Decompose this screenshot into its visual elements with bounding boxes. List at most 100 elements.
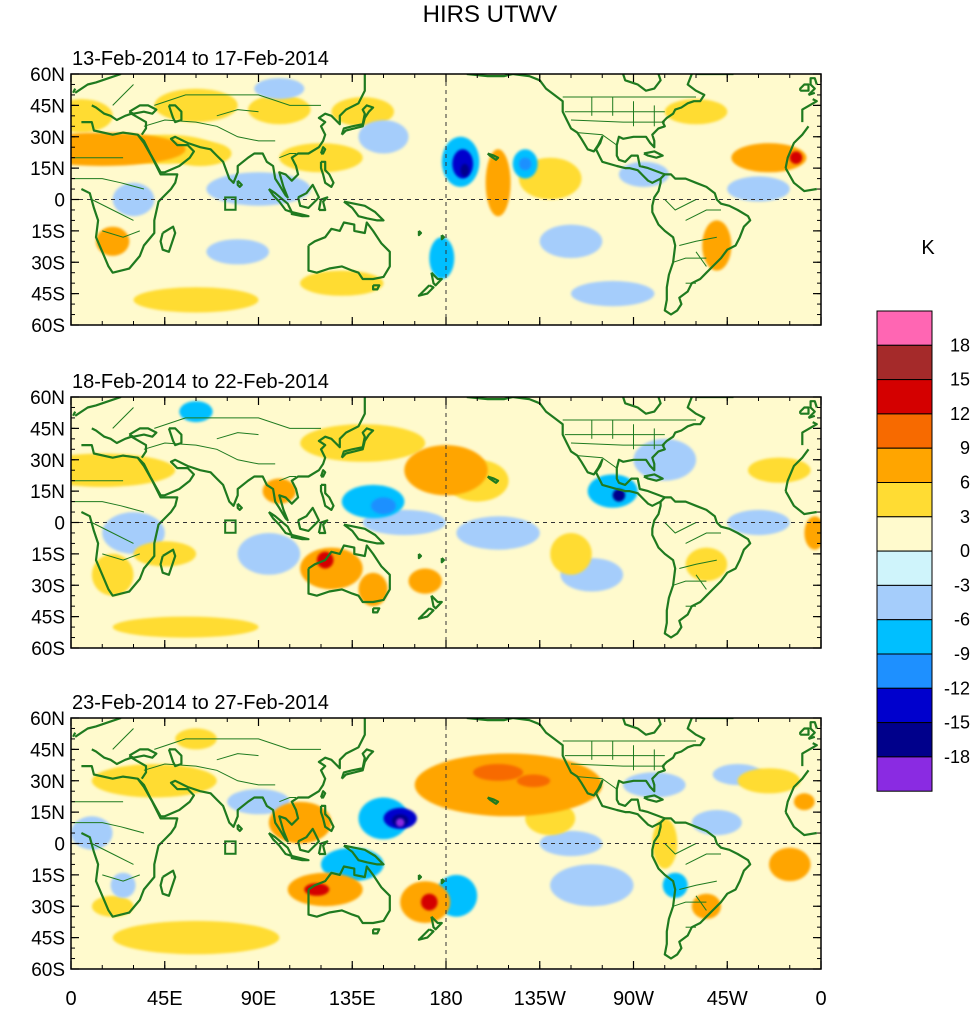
colorbar: K 18 15 12 9 6 3 0 -3 -6 -9 -12 -15 -18 — [876, 237, 970, 792]
positive-anomaly — [112, 616, 259, 638]
lon-tick-label: 180 — [429, 988, 462, 1010]
coastline — [343, 200, 385, 222]
coastline — [643, 473, 664, 482]
lat-tick-label: 15N — [30, 803, 65, 824]
colorbar-label: -12 — [944, 678, 970, 698]
country-border — [664, 843, 697, 855]
coastline — [317, 196, 329, 212]
negative-anomaly — [358, 797, 409, 840]
lon-tick-label: 45W — [707, 988, 748, 1010]
lat-tick-label: 60N — [30, 65, 65, 86]
coastline — [486, 796, 500, 805]
lat-tick-label: 60S — [31, 639, 65, 660]
country-border — [91, 843, 134, 865]
lat-tick-label: 45N — [30, 740, 65, 761]
country-border — [679, 236, 717, 246]
lat-tick-label: 0 — [54, 514, 65, 535]
coastline — [417, 553, 423, 560]
coastline — [784, 448, 810, 492]
coastline — [622, 74, 662, 92]
coastline — [267, 511, 293, 537]
country-border — [279, 153, 296, 159]
country-border — [577, 455, 618, 469]
positive-anomaly — [71, 453, 176, 487]
coastline — [236, 502, 243, 511]
coastline — [417, 928, 435, 941]
country-border — [695, 574, 707, 590]
country-border — [279, 797, 296, 803]
colorbar-label: -18 — [944, 747, 970, 767]
lat-tick-label: 15S — [31, 545, 65, 566]
coastline — [136, 74, 366, 199]
colorbar-label: -3 — [954, 575, 970, 595]
country-border — [91, 199, 134, 221]
coastline — [159, 548, 177, 576]
colorbar-swatch — [876, 550, 933, 586]
coastline — [372, 928, 381, 935]
country-border — [102, 553, 140, 561]
colorbar-label: 9 — [960, 438, 970, 458]
positive-anomaly — [91, 895, 134, 917]
coastline — [136, 397, 366, 522]
coastline — [440, 557, 445, 564]
lat-tick-label: 15S — [31, 222, 65, 243]
coastline — [74, 718, 122, 738]
map-panels: 60N 45N 30N 15N 0 15S 30S 45S 60S 13-Feb-2014 to … — [30, 48, 826, 1010]
negative-anomaly — [254, 78, 305, 100]
colorbar-label: 0 — [960, 541, 970, 561]
lat-tick-label: 15N — [30, 159, 65, 180]
country-border — [279, 476, 296, 482]
panel-date-range: 18-Feb-2014 to 22-Feb-2014 — [72, 371, 329, 393]
coastline — [799, 83, 810, 92]
country-border — [102, 230, 140, 238]
country-border — [685, 853, 721, 865]
lat-tick-label: 45S — [31, 285, 65, 306]
negative-anomaly — [550, 864, 634, 907]
coastline — [784, 769, 810, 813]
coastline — [136, 718, 366, 843]
coastline — [807, 400, 818, 419]
coastline — [417, 230, 423, 237]
colorbar-unit: K — [921, 237, 935, 259]
island-outline — [224, 519, 237, 534]
negative-anomaly — [227, 789, 290, 815]
coastline — [784, 490, 817, 516]
positive-anomaly — [268, 801, 332, 844]
positive-anomaly — [804, 516, 821, 550]
map-panel-1: 60N 45N 30N 15N 0 15S 30S 45S 60S 13-Feb-2014 to … — [30, 48, 822, 337]
coastline — [784, 125, 810, 169]
panel-date-range: 23-Feb-2014 to 27-Feb-2014 — [72, 692, 329, 714]
positive-anomaly — [769, 847, 811, 882]
lat-tick-label: 60S — [31, 960, 65, 981]
country-border — [154, 417, 321, 429]
positive-anomaly — [408, 568, 442, 594]
coastline — [512, 718, 706, 828]
colorbar-swatch — [876, 756, 933, 792]
country-border — [679, 880, 717, 890]
lon-tick-label: 135W — [514, 988, 566, 1010]
lon-tick-label: 90W — [613, 988, 654, 1010]
country-border — [679, 559, 717, 569]
negative-anomaly — [518, 157, 532, 171]
coastline — [72, 88, 77, 94]
country-border — [685, 209, 721, 221]
colorbar-swatch — [876, 722, 933, 758]
lon-tick-label: 0 — [815, 988, 826, 1010]
coastline — [297, 183, 320, 209]
colorbar-swatch — [876, 687, 933, 724]
lat-tick-label: 15S — [31, 866, 65, 887]
lat-tick-label: 60S — [31, 316, 65, 337]
island-outline — [224, 840, 237, 855]
coastline — [80, 764, 179, 918]
coastline — [430, 915, 443, 931]
lat-tick-label: 30N — [30, 128, 65, 149]
positive-anomaly — [748, 457, 811, 483]
country-border — [71, 822, 145, 834]
colorbar-swatch — [876, 344, 933, 381]
lat-tick-label: 30S — [31, 576, 65, 597]
coastline — [430, 271, 443, 287]
negative-anomaly — [429, 237, 455, 279]
lat-tick-label: 0 — [54, 191, 65, 212]
positive-anomaly — [358, 572, 388, 607]
